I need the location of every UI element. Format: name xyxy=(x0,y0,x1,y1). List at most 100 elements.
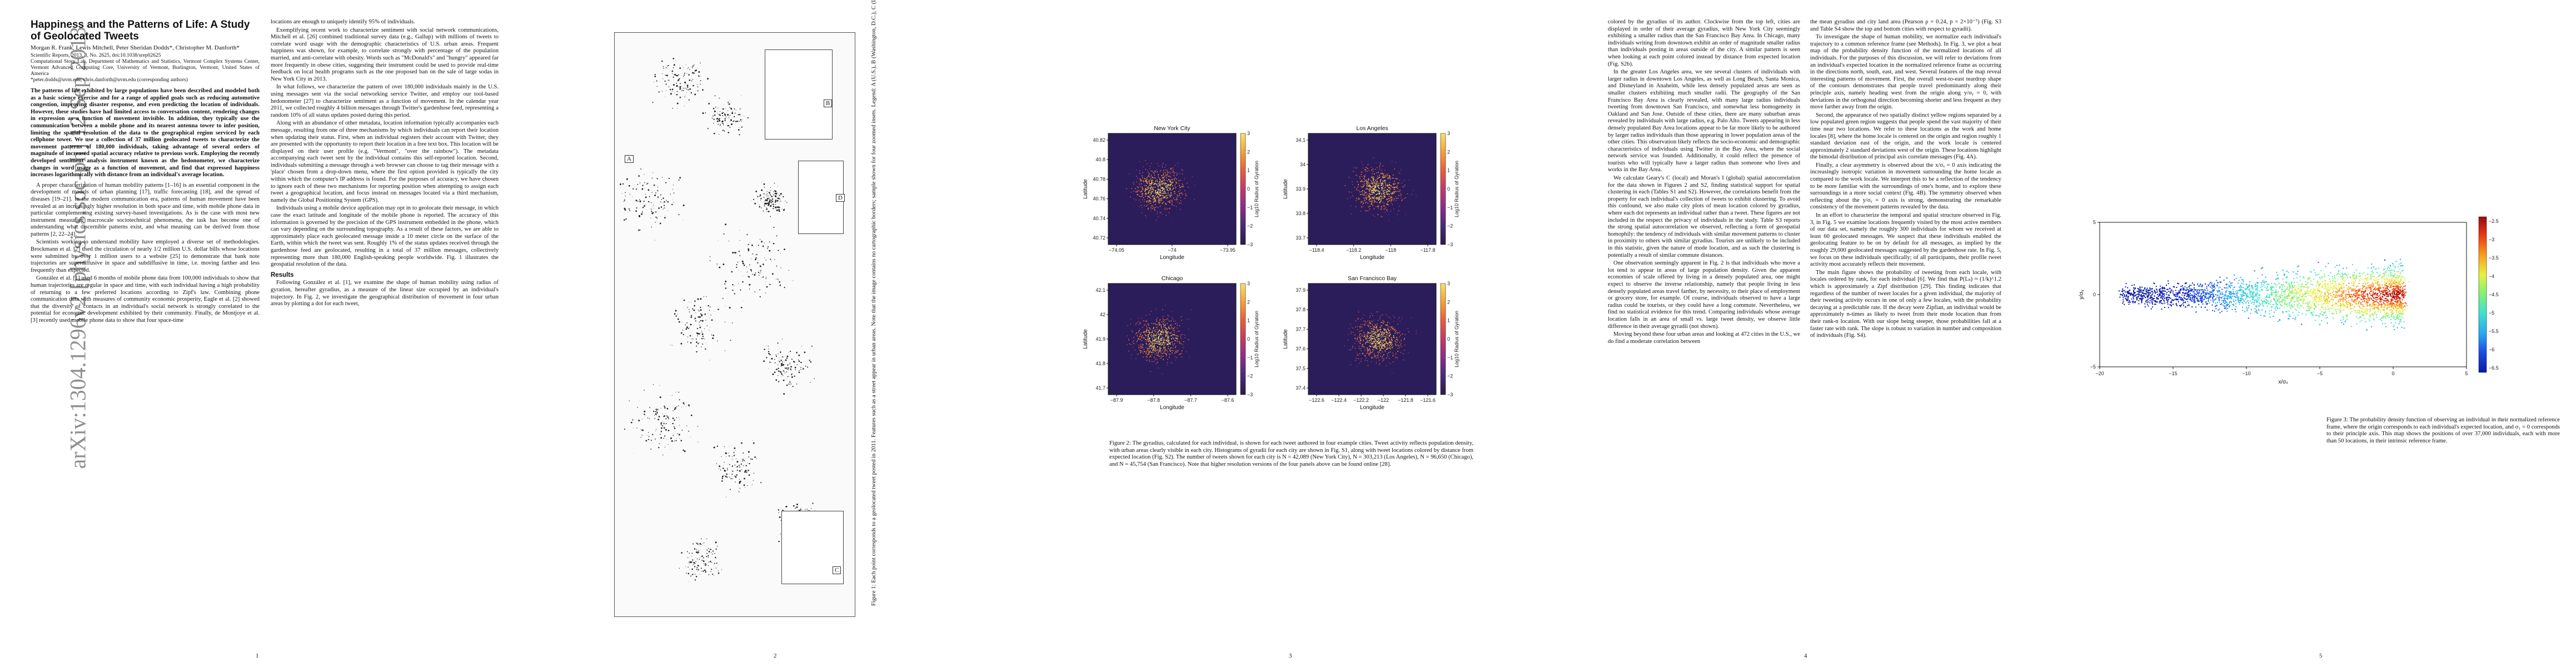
tweet-point xyxy=(732,456,733,457)
tweet-dot xyxy=(1171,182,1173,183)
tweet-dot xyxy=(1364,335,1365,336)
tweet-point xyxy=(705,348,706,350)
tweet-dot xyxy=(1378,351,1380,353)
tweet-point xyxy=(785,505,788,507)
tweet-dot xyxy=(1141,340,1143,341)
tweet-dot xyxy=(1372,336,1373,337)
tweet-point xyxy=(701,555,703,557)
tweet-dot xyxy=(1374,333,1376,335)
tweet-dot xyxy=(1162,190,1163,192)
tweet-dot xyxy=(1397,178,1398,180)
tweet-dot xyxy=(1168,316,1170,317)
tweet-dot xyxy=(1387,189,1388,190)
tweet-point xyxy=(678,86,679,87)
tweet-point xyxy=(645,440,647,442)
tweet-dot xyxy=(1381,196,1382,197)
tweet-dot xyxy=(1164,191,1165,192)
tweet-dot xyxy=(1382,191,1384,192)
tweet-dot xyxy=(1175,350,1177,351)
tweet-dot xyxy=(1135,191,1137,193)
tweet-dot xyxy=(1145,344,1147,345)
tweet-dot xyxy=(1152,177,1153,178)
tweet-dot xyxy=(1363,347,1365,348)
tweet-point xyxy=(723,233,725,235)
tweet-dot xyxy=(1383,195,1384,196)
tweet-point xyxy=(638,175,640,177)
tweet-point xyxy=(702,560,705,563)
tweet-point xyxy=(711,334,712,336)
tweet-dot xyxy=(1370,186,1371,187)
tweet-dot xyxy=(1168,337,1169,339)
tweet-dot xyxy=(1392,347,1393,349)
tweet-dot xyxy=(1166,195,1167,197)
colorbar-tick-label: −2 xyxy=(1247,374,1253,379)
density-cell xyxy=(2394,267,2396,268)
tweet-point xyxy=(660,424,662,426)
tweet-point xyxy=(766,208,768,210)
tweet-point xyxy=(730,340,731,341)
tweet-point xyxy=(785,368,786,369)
tweet-dot xyxy=(1378,185,1379,186)
tweet-point xyxy=(642,429,644,431)
tweet-dot xyxy=(1140,322,1141,324)
density-cell xyxy=(2315,301,2317,303)
tweet-point xyxy=(769,361,771,363)
tweet-dot xyxy=(1149,203,1151,204)
tweet-dot xyxy=(1153,199,1154,201)
tweet-dot xyxy=(1170,200,1171,201)
density-cell xyxy=(2350,293,2352,295)
tweet-dot xyxy=(1139,170,1140,172)
tweet-point xyxy=(674,64,675,66)
tweet-point xyxy=(686,551,688,552)
tweet-dot xyxy=(1138,194,1139,196)
tweet-dot xyxy=(1370,340,1371,341)
density-cell xyxy=(2127,296,2129,298)
tweet-dot xyxy=(1138,331,1139,333)
tweet-dot xyxy=(1146,331,1147,332)
tweet-dot xyxy=(1386,210,1387,211)
tweet-point xyxy=(688,74,690,76)
colorbar-tick-label: −1 xyxy=(1447,355,1453,360)
density-cell xyxy=(2329,301,2330,302)
tweet-dot xyxy=(1371,344,1372,345)
tweet-point xyxy=(686,92,687,93)
density-cell xyxy=(2234,279,2235,281)
tweet-dot xyxy=(1385,339,1387,340)
tweet-dot xyxy=(1173,188,1174,190)
tweet-point xyxy=(696,345,697,347)
tweet-point xyxy=(728,452,729,454)
tweet-dot xyxy=(1373,332,1374,334)
tweet-dot xyxy=(1368,338,1369,339)
tweet-dot xyxy=(1368,190,1370,191)
density-cell xyxy=(2225,295,2226,296)
tweet-dot xyxy=(1369,185,1371,186)
tweet-dot xyxy=(1367,184,1368,186)
tweet-point xyxy=(733,121,734,122)
x-tick-label: −87.7 xyxy=(1184,397,1197,403)
tweet-dot xyxy=(1356,189,1357,190)
body-paragraph: Second, the appearance of two spatially … xyxy=(1810,112,2001,161)
tweet-point xyxy=(653,410,655,412)
tweet-point xyxy=(705,112,706,113)
density-cell xyxy=(2383,275,2385,276)
tweet-dot xyxy=(1380,344,1382,345)
tweet-dot xyxy=(1399,179,1401,181)
tweet-dot xyxy=(1387,337,1388,338)
density-cell xyxy=(2380,307,2382,308)
tweet-point xyxy=(635,210,637,212)
tweet-point xyxy=(739,482,741,484)
tweet-dot xyxy=(1163,323,1164,325)
tweet-dot xyxy=(1142,189,1143,191)
tweet-dot xyxy=(1381,206,1382,207)
tweet-dot xyxy=(1372,190,1373,191)
tweet-dot xyxy=(1408,331,1409,332)
tweet-dot xyxy=(1158,351,1159,352)
tweet-dot xyxy=(1170,325,1172,326)
tweet-dot xyxy=(1163,345,1164,346)
tweet-dot xyxy=(1167,188,1168,190)
tweet-dot xyxy=(1376,197,1378,198)
density-cell xyxy=(2302,301,2304,303)
tweet-dot xyxy=(1383,344,1384,345)
tweet-dot xyxy=(1165,172,1166,173)
panel-label-c: C xyxy=(833,566,841,574)
